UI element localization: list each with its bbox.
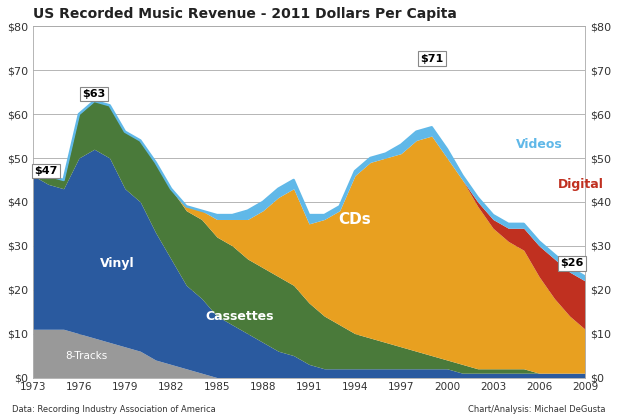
Text: 8-Tracks: 8-Tracks (66, 351, 108, 361)
Text: $47: $47 (35, 166, 58, 176)
Text: $71: $71 (420, 54, 443, 64)
Text: Vinyl: Vinyl (100, 257, 135, 270)
Text: $26: $26 (560, 258, 583, 268)
Text: US Recorded Music Revenue - 2011 Dollars Per Capita: US Recorded Music Revenue - 2011 Dollars… (33, 7, 457, 21)
Text: Videos: Videos (516, 139, 563, 151)
Text: Chart/Analysis: Michael DeGusta: Chart/Analysis: Michael DeGusta (468, 405, 606, 414)
Text: Digital: Digital (557, 178, 603, 191)
Text: Data: Recording Industry Association of America: Data: Recording Industry Association of … (12, 405, 216, 414)
Text: $63: $63 (83, 89, 106, 99)
Text: CDs: CDs (339, 212, 371, 227)
Text: Cassettes: Cassettes (206, 310, 274, 322)
